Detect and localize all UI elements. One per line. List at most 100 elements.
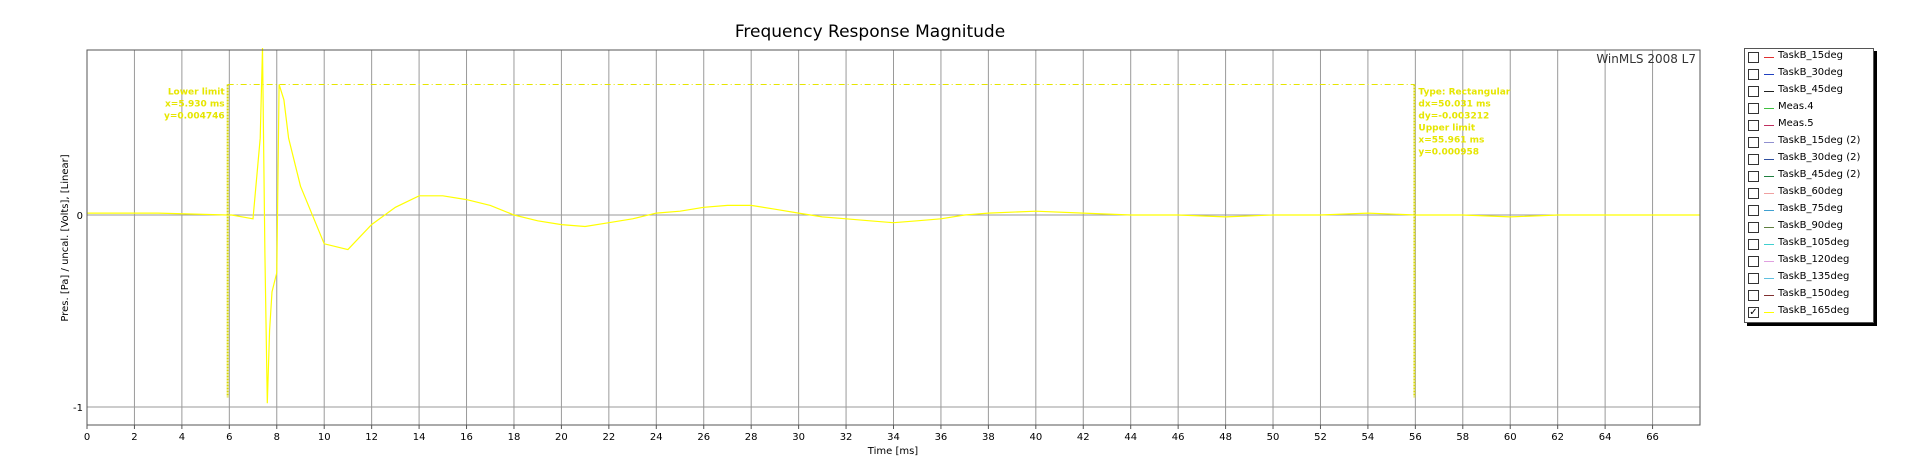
x-tick-label: 52 [1314, 432, 1327, 443]
legend-label: TaskB_15deg [1778, 50, 1844, 61]
legend-label: TaskB_90deg [1778, 220, 1844, 231]
x-tick-label: 44 [1124, 432, 1137, 443]
x-tick-label: 20 [555, 432, 568, 443]
legend-swatch [1764, 176, 1774, 177]
chart-title: Frequency Response Magnitude [734, 22, 1006, 42]
legend-item[interactable]: TaskB_90deg [1745, 219, 1873, 236]
x-axis-label: Time [ms] [867, 446, 919, 457]
legend-item[interactable]: TaskB_30deg (2) [1745, 151, 1873, 168]
legend-item[interactable]: TaskB_15deg [1745, 49, 1873, 66]
lower-limit-annotation: y=0.004746 [164, 111, 225, 121]
legend-checkbox[interactable] [1748, 103, 1759, 114]
legend-label: TaskB_15deg (2) [1778, 135, 1861, 146]
legend-item[interactable]: Meas.5 [1745, 117, 1873, 134]
legend-item[interactable]: TaskB_45deg (2) [1745, 168, 1873, 185]
legend-checkbox[interactable] [1748, 52, 1759, 63]
x-tick-label: 46 [1172, 432, 1185, 443]
x-tick-label: 18 [508, 432, 521, 443]
upper-limit-annotation: y=0.000958 [1418, 147, 1479, 157]
legend-item[interactable]: TaskB_75deg [1745, 202, 1873, 219]
watermark-label: WinMLS 2008 L7 [1596, 52, 1696, 66]
x-tick-label: 50 [1267, 432, 1280, 443]
y-axis-label: Pres. [Pa] / uncal. [Volts], [Linear] [60, 154, 71, 321]
legend-label: TaskB_75deg [1778, 203, 1844, 214]
legend-swatch [1764, 108, 1774, 109]
axis-layer: 0 2 4 6 8 10 12 14 16 18 20 22 24 26 28 30 32 34 36 38 40 42 4… [73, 211, 1659, 443]
x-tick-label: 30 [792, 432, 805, 443]
legend-checkbox[interactable] [1748, 205, 1759, 216]
legend-checkbox[interactable] [1748, 239, 1759, 250]
legend-item[interactable]: Meas.4 [1745, 100, 1873, 117]
lower-limit-annotation: Lower limit [168, 87, 226, 97]
series-layer [87, 47, 1700, 404]
legend-checkbox[interactable]: ✓ [1748, 307, 1759, 318]
x-tick-label: 28 [745, 432, 758, 443]
x-tick-label: 14 [413, 432, 426, 443]
legend-item[interactable]: TaskB_60deg [1745, 185, 1873, 202]
legend-label: TaskB_135deg [1778, 271, 1850, 282]
x-tick-label: 56 [1409, 432, 1422, 443]
legend-item[interactable]: TaskB_45deg [1745, 83, 1873, 100]
x-tick-label: 4 [179, 432, 185, 443]
legend-checkbox[interactable] [1748, 256, 1759, 267]
legend-label: TaskB_30deg [1778, 67, 1844, 78]
x-tick-label: 12 [365, 432, 378, 443]
x-tick-label: 2 [131, 432, 137, 443]
legend-label: Meas.4 [1778, 101, 1814, 112]
legend-checkbox[interactable] [1748, 137, 1759, 148]
legend-label: TaskB_105deg [1778, 237, 1850, 248]
legend-label: TaskB_45deg (2) [1778, 169, 1861, 180]
legend-item[interactable]: TaskB_105deg [1745, 236, 1873, 253]
upper-limit-annotation: Upper limit [1418, 123, 1476, 133]
series-line-taskb-165deg [87, 47, 1700, 404]
plot-area[interactable]: Lower limit x=5.930 ms y=0.004746 Type: Rec… [0, 0, 1740, 469]
legend-swatch [1764, 159, 1774, 160]
legend-swatch [1764, 91, 1774, 92]
x-tick-label: 38 [982, 432, 995, 443]
cursor-layer: Lower limit x=5.930 ms y=0.004746 Type: Rec… [164, 83, 1511, 398]
x-tick-label: 54 [1362, 432, 1375, 443]
legend-swatch [1764, 125, 1774, 126]
upper-limit-annotation: dy=-0.003212 [1418, 111, 1489, 121]
legend-checkbox[interactable] [1748, 154, 1759, 165]
legend-swatch [1764, 295, 1774, 296]
legend-item[interactable]: TaskB_30deg [1745, 66, 1873, 83]
x-tick-label: 8 [274, 432, 280, 443]
legend-item[interactable]: TaskB_135deg [1745, 270, 1873, 287]
x-tick-label: 62 [1551, 432, 1564, 443]
legend-swatch [1764, 244, 1774, 245]
legend-checkbox[interactable] [1748, 69, 1759, 80]
legend-swatch [1764, 227, 1774, 228]
legend-checkbox[interactable] [1748, 222, 1759, 233]
legend-checkbox[interactable] [1748, 188, 1759, 199]
y-tick-label: 0 [77, 211, 83, 222]
legend-checkbox[interactable] [1748, 290, 1759, 301]
legend-item[interactable]: TaskB_15deg (2) [1745, 134, 1873, 151]
legend-item[interactable]: TaskB_120deg [1745, 253, 1873, 270]
legend-label: TaskB_165deg [1778, 305, 1850, 316]
legend-swatch [1764, 278, 1774, 279]
legend-label: TaskB_45deg [1778, 84, 1844, 95]
legend-swatch [1764, 312, 1774, 313]
legend-label: TaskB_120deg [1778, 254, 1850, 265]
legend-label: TaskB_60deg [1778, 186, 1844, 197]
upper-limit-annotation: Type: Rectangular [1418, 87, 1510, 97]
x-tick-label: 16 [460, 432, 473, 443]
x-tick-label: 36 [935, 432, 948, 443]
legend-label: TaskB_150deg [1778, 288, 1850, 299]
legend-item[interactable]: TaskB_150deg [1745, 287, 1873, 304]
x-tick-label: 0 [84, 432, 90, 443]
x-tick-label: 58 [1456, 432, 1469, 443]
legend-item[interactable]: ✓ TaskB_165deg [1745, 304, 1873, 321]
legend-checkbox[interactable] [1748, 86, 1759, 97]
x-tick-label: 34 [887, 432, 900, 443]
x-tick-label: 48 [1219, 432, 1232, 443]
legend-checkbox[interactable] [1748, 273, 1759, 284]
x-tick-label: 24 [650, 432, 663, 443]
x-tick-label: 40 [1029, 432, 1042, 443]
legend-swatch [1764, 74, 1774, 75]
lower-limit-annotation: x=5.930 ms [165, 99, 225, 109]
legend-checkbox[interactable] [1748, 120, 1759, 131]
legend-swatch [1764, 193, 1774, 194]
legend-checkbox[interactable] [1748, 171, 1759, 182]
